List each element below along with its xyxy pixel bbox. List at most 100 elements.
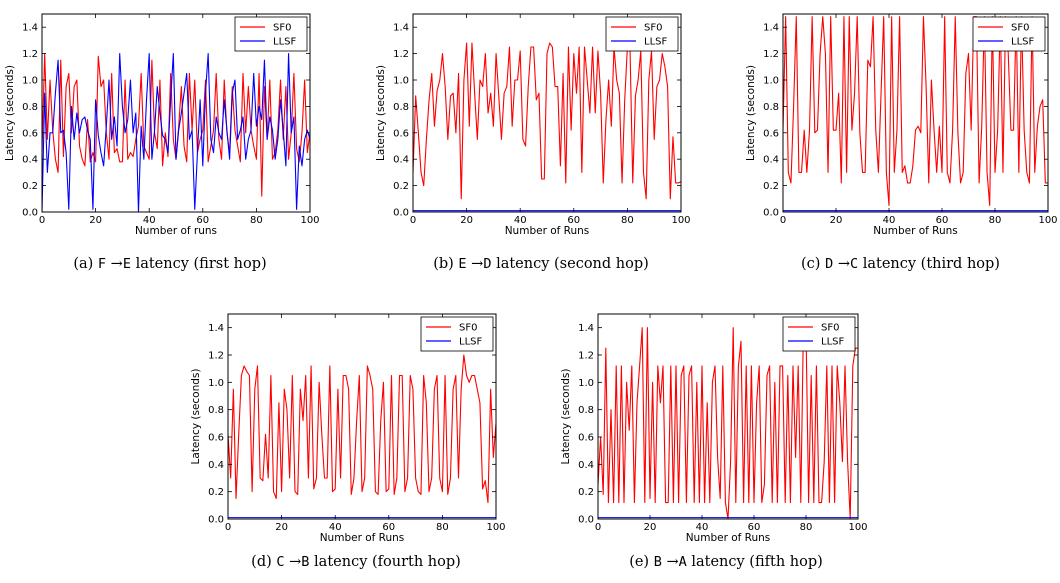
y-axis-label: Latency (seconds)	[560, 369, 572, 465]
x-tick-label: 60	[567, 215, 580, 226]
y-tick-label: 1.0	[393, 76, 409, 87]
y-tick-label: 0.6	[578, 433, 594, 444]
y-tick-label: 1.2	[763, 49, 779, 60]
caption-d: (d) C →B latency (fourth hop)	[251, 554, 461, 570]
y-tick-label: 1.0	[22, 76, 38, 87]
y-tick-label: 0.0	[208, 515, 224, 526]
caption-c: (c) D →C latency (third hop)	[801, 256, 1000, 272]
y-tick-label: 0.6	[763, 128, 779, 139]
plot-frame-c	[782, 13, 1049, 213]
legend-label-llsf: LLSF	[644, 37, 667, 48]
chart-panel-c: 0 20 40 60 80 100 0.0 0.2 0.4 0.6 0.8 1.0 1.2 1.4 Numb…	[741, 0, 1060, 290]
y-tick-label: 0.0	[763, 208, 779, 219]
y-tick-label: 0.4	[208, 460, 224, 471]
legend-label-sf0: SF0	[459, 323, 477, 334]
x-tick-label: 40	[514, 215, 527, 226]
y-axis-label: Latency (seconds)	[745, 65, 757, 161]
legend-label-sf0: SF0	[1011, 23, 1029, 34]
y-tick-label: 1.2	[22, 49, 38, 60]
legend-label-llsf: LLSF	[821, 337, 844, 348]
chart-panel-a: 0 20 40 60 80 100 0.0 0.2 0.4 0.6 0.8 1.0 1.2 1.4 Numb…	[0, 0, 340, 290]
caption-e: (e) B →A latency (fifth hop)	[629, 554, 823, 570]
plot-frame-e	[597, 313, 859, 520]
x-tick-label: 20	[89, 215, 102, 226]
chart-d-plot: 0 20 40 60 80 100 0.0 0.2 0.4 0.6 0.8 1.0 1.2 1.4 Numb…	[190, 313, 506, 544]
x-tick-label: 100	[486, 522, 505, 533]
legend-label-llsf: LLSF	[1011, 37, 1034, 48]
caption-b: (b) E →D latency (second hop)	[433, 256, 649, 272]
x-tick-label: 40	[883, 215, 896, 226]
x-tick-label: 20	[275, 522, 288, 533]
x-tick-label: 40	[143, 215, 156, 226]
x-tick-label: 0	[225, 522, 231, 533]
plot-frame-b	[412, 13, 682, 213]
y-tick-label: 0.8	[763, 102, 779, 113]
y-tick-label: 0.2	[208, 487, 224, 498]
x-tick-label: 80	[621, 215, 634, 226]
x-axis-label: Number of Runs	[320, 532, 405, 544]
y-tick-label: 1.0	[763, 76, 779, 87]
x-tick-label: 80	[800, 522, 813, 533]
caption-a: (a) F →E latency (first hop)	[73, 256, 267, 272]
y-tick-label: 1.2	[578, 351, 594, 362]
series-line-sf0-e	[598, 327, 858, 519]
y-axis-label: Latency (seconds)	[4, 65, 16, 161]
legend-label-sf0: SF0	[644, 23, 662, 34]
y-tick-label: 0.0	[578, 515, 594, 526]
y-tick-label: 0.2	[578, 487, 594, 498]
y-tick-label: 0.4	[393, 155, 409, 166]
y-tick-label: 1.4	[393, 23, 409, 34]
x-tick-label: 100	[300, 215, 319, 226]
x-tick-label: 0	[595, 522, 601, 533]
series-line-sf0-c	[783, 16, 1048, 206]
x-tick-label: 20	[830, 215, 843, 226]
series-line-sf0-b	[413, 42, 681, 200]
plot-frame-a	[41, 13, 311, 213]
series-line-sf0-a	[42, 53, 310, 197]
x-tick-label: 100	[848, 522, 867, 533]
y-tick-label: 0.2	[393, 181, 409, 192]
plot-frame-d	[227, 313, 497, 520]
y-tick-label: 1.2	[393, 49, 409, 60]
y-tick-label: 1.2	[208, 351, 224, 362]
x-tick-label: 0	[410, 215, 416, 226]
x-tick-label: 40	[329, 522, 342, 533]
x-tick-label: 20	[460, 215, 473, 226]
y-tick-label: 1.4	[208, 323, 224, 334]
x-tick-label: 80	[250, 215, 263, 226]
y-tick-label: 0.8	[393, 102, 409, 113]
x-tick-label: 0	[39, 215, 45, 226]
y-tick-label: 0.2	[763, 181, 779, 192]
y-axis-label: Latency (seconds)	[375, 65, 387, 161]
legend-label-sf0: SF0	[273, 23, 291, 34]
x-tick-label: 100	[671, 215, 690, 226]
legend-a: SF0 LLSF	[234, 16, 308, 52]
chart-b-plot: 0 20 40 60 80 100 0.0 0.2 0.4 0.6 0.8 1.0 1.2 1.4 Numb…	[375, 13, 691, 237]
y-tick-label: 0.4	[763, 155, 779, 166]
y-tick-label: 1.4	[22, 23, 38, 34]
legend-d: SF0 LLSF	[420, 316, 494, 352]
x-tick-label: 60	[748, 522, 761, 533]
legend-label-llsf: LLSF	[459, 337, 482, 348]
y-tick-label: 1.4	[763, 23, 779, 34]
x-axis-label: Number of Runs	[505, 225, 590, 237]
x-tick-label: 80	[989, 215, 1002, 226]
x-tick-label: 0	[780, 215, 786, 226]
x-tick-label: 20	[644, 522, 657, 533]
series-line-llsf-a	[42, 53, 310, 212]
y-tick-label: 0.0	[393, 208, 409, 219]
x-tick-label: 40	[696, 522, 709, 533]
y-tick-label: 0.8	[22, 102, 38, 113]
chart-panel-e: 0 20 40 60 80 100 0.0 0.2 0.4 0.6 0.8 1.0 1.2 1.4 Numb…	[556, 300, 896, 583]
legend-label-llsf: LLSF	[273, 37, 296, 48]
chart-a-plot: 0 20 40 60 80 100 0.0 0.2 0.4 0.6 0.8 1.0 1.2 1.4 Numb…	[4, 13, 320, 237]
y-tick-label: 0.4	[22, 155, 38, 166]
chart-panel-d: 0 20 40 60 80 100 0.0 0.2 0.4 0.6 0.8 1.0 1.2 1.4 Numb…	[186, 300, 526, 583]
series-line-sf0-d	[228, 354, 496, 504]
x-tick-label: 60	[936, 215, 949, 226]
x-tick-label: 60	[382, 522, 395, 533]
x-axis-label: Number of Runs	[686, 532, 771, 544]
legend-b: SF0 LLSF	[605, 16, 679, 52]
legend-label-sf0: SF0	[821, 323, 839, 334]
y-tick-label: 1.4	[578, 323, 594, 334]
